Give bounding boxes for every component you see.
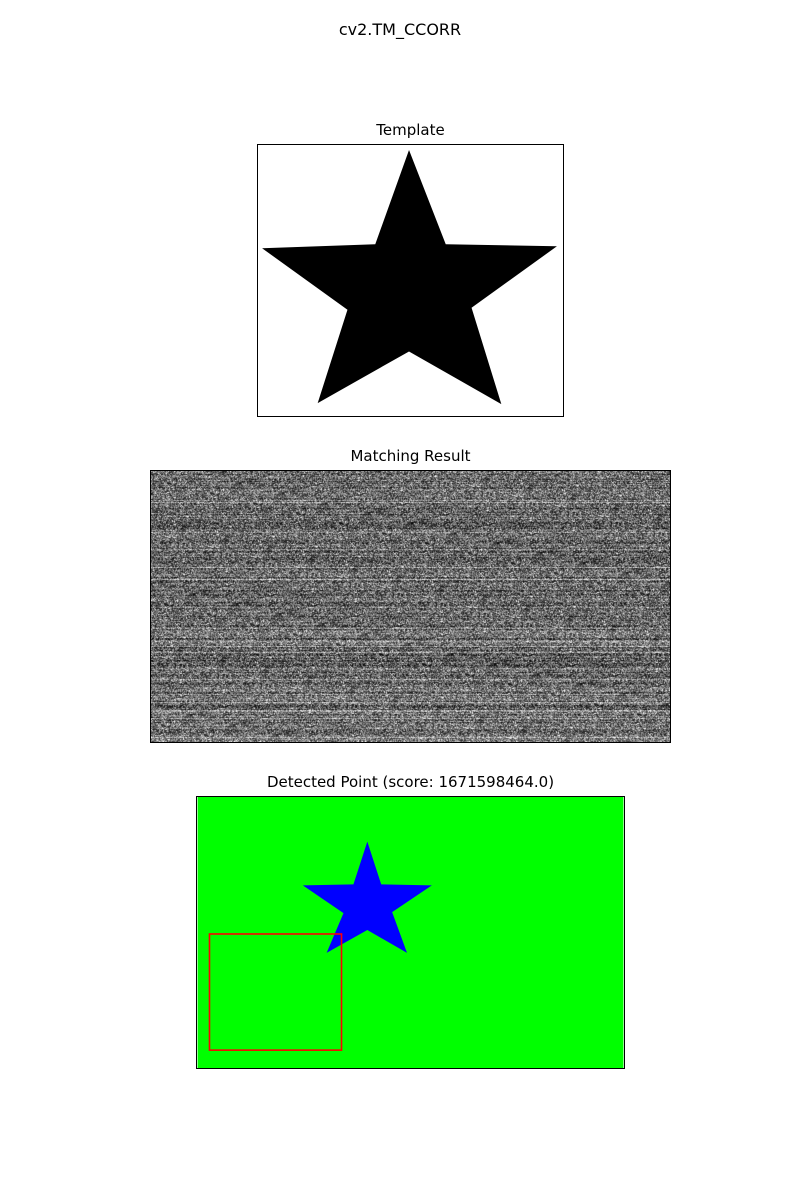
template-star bbox=[262, 149, 557, 405]
detected-panel-title: Detected Point (score: 1671598464.0) bbox=[266, 773, 555, 791]
result-panel-title: Matching Result bbox=[350, 447, 471, 465]
detected-star bbox=[302, 841, 432, 953]
figure-suptitle: cv2.TM_CCORR bbox=[338, 20, 462, 39]
detected-point-image bbox=[196, 796, 625, 1069]
template-image bbox=[257, 144, 564, 417]
matching-result-image bbox=[150, 470, 671, 743]
template-panel-title: Template bbox=[376, 121, 445, 139]
template-star-figure bbox=[258, 145, 563, 416]
detection-box bbox=[208, 933, 343, 1051]
detected-background bbox=[197, 797, 624, 1068]
matching-result-noise-map bbox=[151, 471, 670, 742]
detected-figure bbox=[197, 797, 624, 1068]
